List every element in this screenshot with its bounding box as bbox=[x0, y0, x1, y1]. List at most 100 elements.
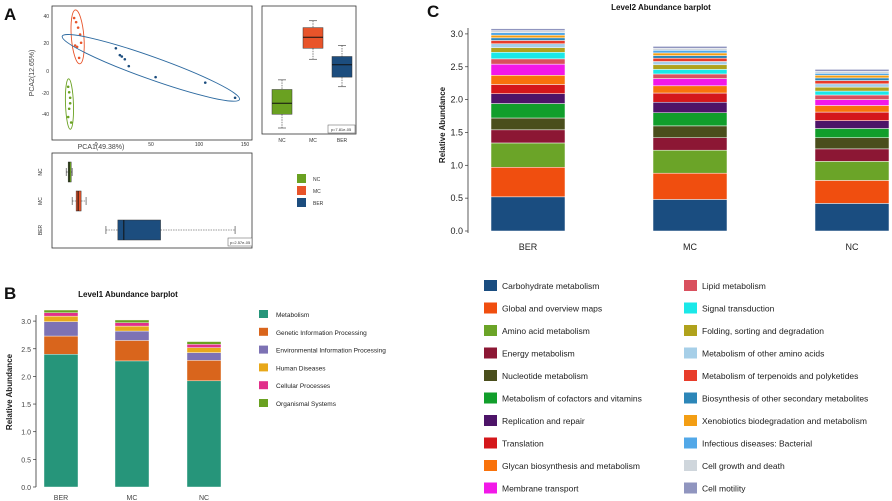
level2-bar-nc bbox=[814, 203, 890, 232]
level2-bar-ber bbox=[490, 129, 566, 144]
level2-legend-label: Infectious diseases: Bacterial bbox=[702, 439, 812, 449]
pca-point-nc bbox=[67, 107, 71, 111]
pca-y-tick-0: 0 bbox=[46, 69, 49, 75]
level1-legend: Metabolism Genetic Information Processing… bbox=[259, 310, 386, 408]
level1-bars bbox=[43, 309, 222, 488]
pca-y-tick-neg40: -40 bbox=[42, 112, 49, 118]
level2-legend-label: Translation bbox=[502, 439, 544, 449]
pca-x-label: PCA1(49.38%) bbox=[78, 144, 125, 151]
level2-x-label-nc: NC bbox=[846, 242, 859, 252]
level2-legend-label: Amino acid metabolism bbox=[502, 326, 590, 336]
level2-bar-ber bbox=[490, 93, 566, 104]
level1-y-label: Relative Abundance bbox=[5, 353, 14, 430]
level2-legend-label: Metabolism of terpenoids and polyketides bbox=[702, 371, 858, 381]
level1-legend-label: Human Diseases bbox=[276, 365, 326, 372]
level2-legend: Carbohydrate metabolism Global and overvi… bbox=[484, 280, 868, 494]
pca2-box-mc bbox=[302, 27, 324, 49]
level2-bar-nc bbox=[814, 77, 890, 81]
panel-label-a: A bbox=[4, 5, 16, 24]
level1-legend-swatch bbox=[259, 363, 268, 372]
level1-bar-ber bbox=[43, 321, 79, 337]
level2-legend-swatch bbox=[484, 482, 497, 494]
level2-bar-nc bbox=[814, 137, 890, 150]
level2-legend-label: Energy metabolism bbox=[502, 349, 575, 359]
panel-label-c: C bbox=[427, 2, 439, 21]
level2-bar-ber bbox=[490, 103, 566, 119]
level1-legend-swatch bbox=[259, 345, 268, 354]
level1-bar-nc bbox=[186, 347, 222, 353]
level2-y-tick-label: 1.0 bbox=[450, 160, 463, 170]
level2-legend-swatch bbox=[684, 370, 697, 381]
pca2-box-label-mc: MC bbox=[309, 138, 317, 144]
level1-y-ticks: 0.0 0.5 1.0 1.5 2.0 2.5 3.0 bbox=[21, 319, 36, 492]
pca-point-ber bbox=[154, 75, 157, 79]
level2-legend-label: Metabolism of other amino acids bbox=[702, 349, 824, 359]
pca2-boxplot: NC MC BER p=7.81e-05 bbox=[261, 5, 357, 144]
level1-legend-swatch bbox=[259, 327, 268, 336]
level2-bar-ber bbox=[490, 28, 566, 31]
level2-y-tick-label: 2.5 bbox=[450, 62, 463, 72]
level2-bar-mc bbox=[652, 69, 728, 75]
pca-point-mc bbox=[77, 56, 81, 60]
level2-legend-label: Xenobiotics biodegradation and metabolis… bbox=[702, 416, 867, 426]
level1-x-label-nc: NC bbox=[199, 495, 209, 501]
level1-y-tick-label: 2.5 bbox=[21, 347, 31, 354]
pca1-pvalue: p=2.57e-05 bbox=[230, 240, 251, 245]
pca1-box-marks bbox=[65, 161, 236, 241]
level1-bar-ber bbox=[43, 315, 79, 322]
pca2-pvalue: p=7.81e-05 bbox=[331, 127, 352, 132]
pca1-box-label-nc: NC bbox=[38, 168, 44, 176]
level2-bar-ber bbox=[490, 32, 566, 36]
level2-legend-swatch bbox=[684, 392, 697, 404]
pca-scatter-plot: PCA1(49.38%) PCA2(12.65%) 0 50 100 150 4… bbox=[29, 5, 253, 151]
pca-x-tick-50: 50 bbox=[148, 142, 154, 148]
level2-bar-mc bbox=[652, 125, 728, 138]
pca-legend-swatch-nc bbox=[297, 174, 306, 183]
level1-legend-label: Organismal Systems bbox=[276, 401, 337, 408]
level1-legend-label: Genetic Information Processing bbox=[276, 330, 367, 337]
level2-bar-mc bbox=[652, 85, 728, 94]
level1-legend-label: Cellular Processes bbox=[276, 383, 331, 390]
level2-legend-label: Metabolism of cofactors and vitamins bbox=[502, 394, 642, 404]
level2-bar-ber bbox=[490, 58, 566, 65]
pca-point-nc bbox=[68, 96, 72, 100]
pca-point-mc bbox=[79, 41, 83, 45]
pca-legend-swatch-ber bbox=[297, 198, 306, 207]
level2-bar-mc bbox=[652, 57, 728, 62]
level1-bar-nc bbox=[186, 344, 222, 348]
level2-legend-swatch bbox=[484, 415, 497, 426]
pca-legend-label-nc: NC bbox=[313, 177, 321, 183]
level1-bar-nc bbox=[186, 360, 222, 382]
level2-bar-nc bbox=[814, 86, 890, 92]
pca-point-ber bbox=[114, 46, 118, 50]
level2-bar-ber bbox=[490, 117, 566, 131]
level2-legend-label: Folding, sorting and degradation bbox=[702, 326, 824, 336]
level2-bar-ber bbox=[490, 34, 566, 39]
level2-bar-ber bbox=[490, 63, 566, 76]
level2-bar-ber bbox=[490, 52, 566, 60]
pca2-box-label-nc: NC bbox=[278, 138, 286, 144]
level2-legend-swatch bbox=[484, 325, 497, 336]
pca-scatter-marks bbox=[61, 9, 241, 130]
level2-legend-swatch bbox=[684, 460, 697, 471]
level2-bar-nc bbox=[814, 69, 890, 72]
pca-point-mc bbox=[72, 16, 76, 20]
level2-bar-nc bbox=[814, 161, 890, 181]
pca-y-label: PCA2(12.65%) bbox=[29, 50, 36, 97]
level1-bar-ber bbox=[43, 312, 79, 317]
level2-legend-swatch bbox=[684, 325, 697, 336]
level2-bar-mc bbox=[652, 149, 728, 174]
pca-point-nc bbox=[69, 121, 73, 124]
level2-bar-mc bbox=[652, 199, 728, 232]
level2-legend-swatch bbox=[484, 460, 497, 471]
level2-y-tick-label: 1.5 bbox=[450, 127, 463, 137]
level2-bar-mc bbox=[652, 52, 728, 56]
level2-bar-ber bbox=[490, 167, 566, 198]
pca-legend-label-mc: MC bbox=[313, 189, 321, 195]
level1-bar-mc bbox=[114, 330, 150, 341]
pca2-box-ber bbox=[331, 56, 353, 78]
level2-legend-swatch bbox=[484, 370, 497, 381]
level2-bar-mc bbox=[652, 61, 728, 66]
level2-legend-label: Biosynthesis of other secondary metaboli… bbox=[702, 394, 868, 404]
